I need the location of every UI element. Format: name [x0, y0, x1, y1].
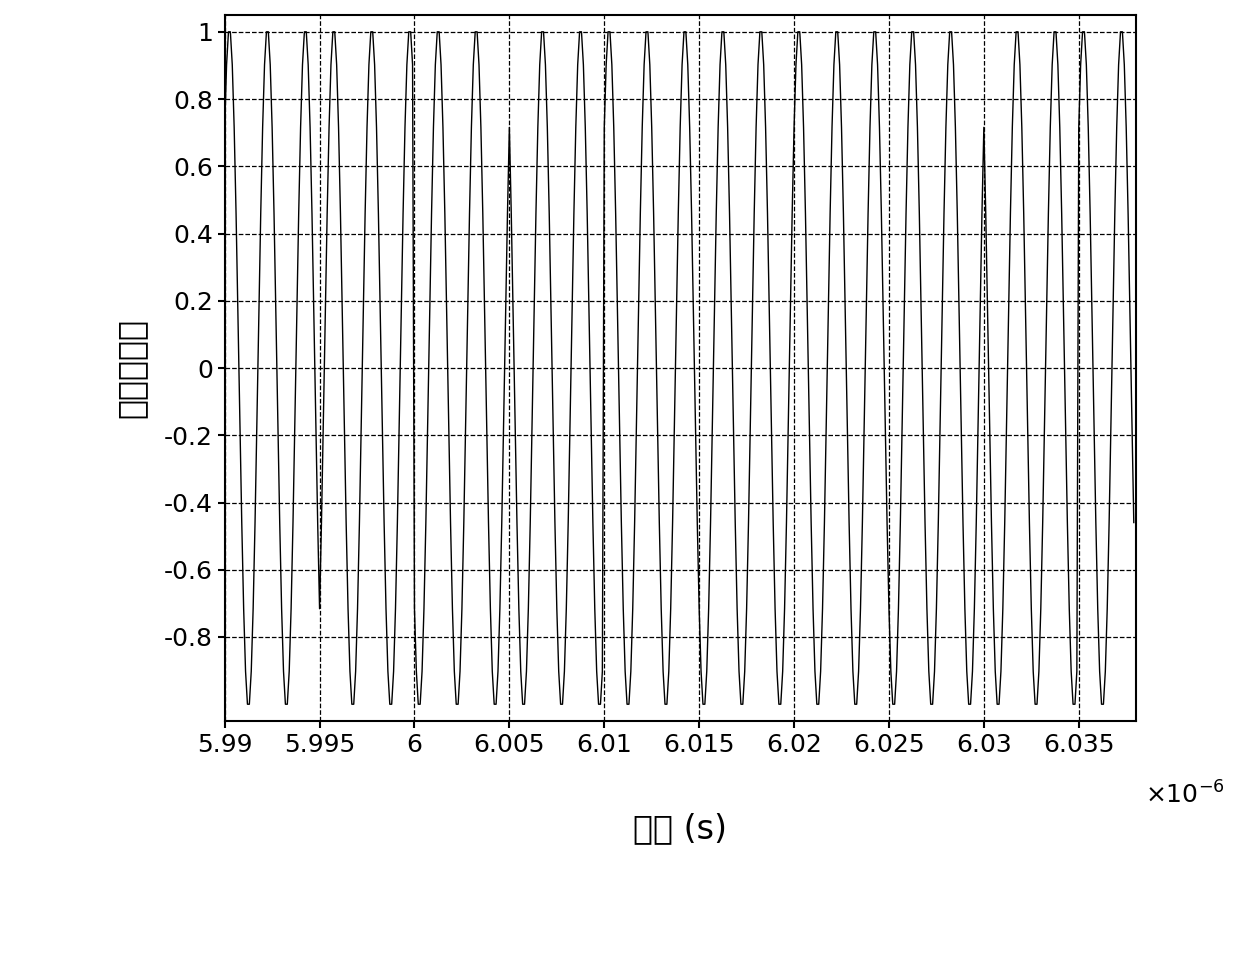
Y-axis label: 归一化幅度: 归一化幅度 — [114, 318, 148, 418]
X-axis label: 时间 (s): 时间 (s) — [634, 813, 727, 845]
Text: $\times 10^{-6}$: $\times 10^{-6}$ — [1145, 781, 1225, 808]
